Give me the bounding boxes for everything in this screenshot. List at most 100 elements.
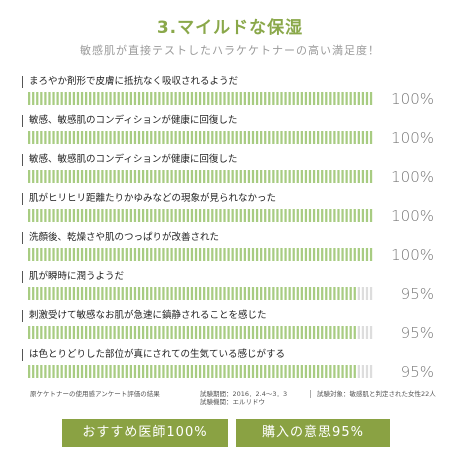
bar-fill-stripe <box>280 365 283 378</box>
bar-empty-stripe <box>365 326 369 339</box>
bar-fill-stripe <box>174 92 177 105</box>
bar-fill-stripe <box>317 170 320 183</box>
bar-fill-stripe <box>182 92 185 105</box>
bar-fill-stripe <box>321 131 324 144</box>
bar-fill-stripe <box>44 92 47 105</box>
bar-fill-stripe <box>129 92 132 105</box>
bar-fill-stripe <box>97 326 100 339</box>
bar-fill-stripe <box>268 248 271 261</box>
bar-fill-stripe <box>105 209 108 222</box>
bar-fill-stripe <box>105 365 108 378</box>
bar-fill-stripe <box>154 92 157 105</box>
bar-fill-stripe <box>150 365 153 378</box>
bar-fill-stripe <box>109 170 112 183</box>
bar-fill-stripe <box>300 209 303 222</box>
bar-fill-stripe <box>349 326 352 339</box>
bar-fill-stripe <box>150 326 153 339</box>
bar-fill-stripe <box>357 131 360 144</box>
bar-fill-stripe <box>292 365 295 378</box>
bar-fill-stripe <box>182 287 185 300</box>
bar-fill-stripe <box>198 170 202 183</box>
bar-fill-stripe <box>178 326 181 339</box>
bar-fill-stripe <box>231 287 234 300</box>
bar-fill-stripe <box>162 326 165 339</box>
chart-row: 洗顔後、乾燥さや肌のつっぱりが改善された 100% <box>22 232 438 271</box>
footer-period: 試験期間：2016．2.4～3．3 <box>200 390 288 398</box>
bar-fill-stripe <box>80 131 84 144</box>
category-label: 肌がヒリヒリ距離たりかゆみなどの現象が見られなかった <box>22 193 276 205</box>
bar-fill-stripe <box>121 287 124 300</box>
bar-fill-stripe <box>296 209 299 222</box>
bar-fill-stripe <box>137 209 141 222</box>
bar-fill-stripe <box>341 248 344 261</box>
bar-fill-stripe <box>64 131 67 144</box>
bar-fill-stripe <box>194 248 198 261</box>
bar-fill-stripe <box>101 287 104 300</box>
bar-fill-stripe <box>80 209 84 222</box>
bar-fill-stripe <box>72 365 76 378</box>
bar-fill-stripe <box>264 209 267 222</box>
bar-fill-stripe <box>129 170 132 183</box>
bar-fill-stripe <box>178 131 181 144</box>
bar-fill-stripe <box>296 131 299 144</box>
bar-fill-stripe <box>235 170 238 183</box>
bar-fill-stripe <box>264 170 267 183</box>
bar-fill-stripe <box>40 131 43 144</box>
bar-fill-stripe <box>203 170 206 183</box>
bar-fill-stripe <box>215 248 218 261</box>
bar-fill-stripe <box>239 365 242 378</box>
bar-fill-stripe <box>198 287 202 300</box>
bar-fill-stripe <box>129 248 132 261</box>
bar-fill-stripe <box>32 170 35 183</box>
bar-fill-stripe <box>97 92 100 105</box>
bar-fill-stripe <box>365 248 369 261</box>
bar-fill-stripe <box>357 209 360 222</box>
bar-fill-stripe <box>117 170 120 183</box>
bar-fill-stripe <box>186 170 189 183</box>
bar-fill-stripe <box>186 248 189 261</box>
bar-fill-stripe <box>52 92 55 105</box>
bar-fill-stripe <box>64 365 67 378</box>
bar-fill-stripe <box>280 131 283 144</box>
bar-fill-stripe <box>365 170 369 183</box>
bar-fill-stripe <box>296 365 299 378</box>
bar-fill-stripe <box>251 365 255 378</box>
bar-fill-stripe <box>219 92 222 105</box>
bar-fill-stripe <box>137 170 141 183</box>
bar <box>28 92 374 105</box>
chart-row: 敏感、敏感肌のコンディションが健康に回復した 100% <box>22 115 438 154</box>
satisfaction-chart: まろやか剤形で皮膚に抵抗なく吸収されるようだ 100% 敏感、敏感肌のコンディション… <box>22 76 438 388</box>
bar-fill-stripe <box>68 365 71 378</box>
bar-fill-stripe <box>133 131 137 144</box>
bar-fill-stripe <box>325 131 328 144</box>
bar-fill-stripe <box>312 326 316 339</box>
bar-fill-stripe <box>304 365 308 378</box>
bar-fill-stripe <box>272 209 275 222</box>
bar-fill-stripe <box>321 326 324 339</box>
bar-fill-stripe <box>32 287 35 300</box>
bar-fill-stripe <box>80 92 84 105</box>
bar-stripes <box>28 287 373 300</box>
bar-fill-stripe <box>304 209 308 222</box>
bar-fill-stripe <box>28 131 31 144</box>
bar-fill-stripe <box>105 287 108 300</box>
bar-fill-stripe <box>231 326 234 339</box>
bar-fill-stripe <box>203 131 206 144</box>
bar-fill-stripe <box>117 248 120 261</box>
bar-fill-stripe <box>166 365 169 378</box>
bar-fill-stripe <box>48 248 51 261</box>
bar-fill-stripe <box>141 131 145 144</box>
bar-stripes <box>28 131 373 144</box>
bar-fill-stripe <box>89 170 92 183</box>
bar-fill-stripe <box>146 287 149 300</box>
bar-fill-stripe <box>80 365 84 378</box>
bar-fill-stripe <box>308 248 312 261</box>
bar-fill-stripe <box>101 92 104 105</box>
bar-fill-stripe <box>304 170 308 183</box>
bar-fill-stripe <box>329 170 332 183</box>
bar <box>28 248 374 261</box>
bar-fill-stripe <box>255 131 259 144</box>
bar-fill-stripe <box>72 92 76 105</box>
bar-fill-stripe <box>276 131 279 144</box>
bar-fill-stripe <box>109 287 112 300</box>
